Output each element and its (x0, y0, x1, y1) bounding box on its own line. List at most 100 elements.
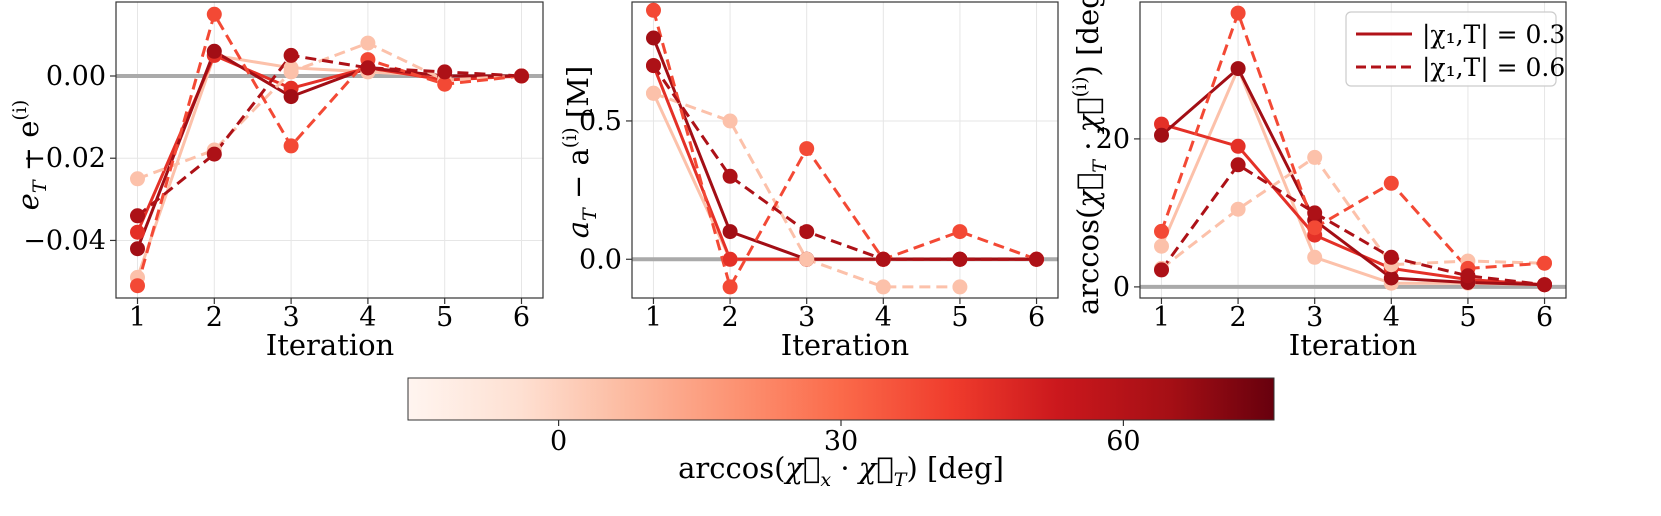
colorbar-label: arccos(χ⃗x · χ⃗T) [deg] (678, 451, 1004, 491)
data-point (1230, 61, 1246, 77)
x-tick-label: 1 (129, 302, 146, 333)
x-tick-label: 1 (645, 302, 662, 333)
data-point (1154, 223, 1169, 239)
panel-spin-angle-xlabel: Iteration (1289, 328, 1418, 362)
panel-eccentricity: 1 2 3 4 5 6 0.00 −0.02 −0.04 (23, 1, 544, 333)
colorbar: 0 30 60 arccos(χ⃗x · χ⃗T) [deg] (407, 377, 1275, 491)
data-point (1230, 157, 1246, 173)
panel-semimajor-axis: 1 2 3 4 5 6 0.0 0.5 (579, 1, 1059, 333)
series-line-solid (1161, 122, 1545, 287)
series-line-dashed (1160, 155, 1545, 270)
x-tick-label: 6 (1028, 302, 1045, 333)
panel-semimajor-axis-ylabel: aT − a(i) [M] (559, 66, 601, 238)
data-point (206, 6, 222, 22)
axes-frame (1139, 1, 1567, 299)
data-point (206, 43, 222, 59)
data-point (1154, 262, 1169, 278)
y-tick-label: −0.02 (23, 143, 106, 174)
series-line-dashed (136, 53, 522, 217)
data-point (1307, 205, 1323, 221)
data-point (283, 89, 299, 105)
data-point (1383, 249, 1399, 265)
data-point (1307, 220, 1323, 236)
panel-eccentricity-xlabel: Iteration (266, 328, 395, 362)
data-point (360, 35, 376, 51)
colorbar-gradient (407, 377, 1275, 421)
data-point (1460, 268, 1476, 284)
series-line-dashed (1160, 11, 1545, 270)
data-point (722, 279, 738, 295)
data-point (952, 279, 968, 295)
data-point (722, 168, 738, 184)
data-point (1383, 175, 1399, 191)
colorbar-tick-label: 0 (550, 426, 567, 457)
data-point (875, 279, 891, 295)
data-point (799, 141, 815, 157)
plot-area (632, 2, 1058, 298)
data-point (283, 47, 299, 63)
data-point (130, 224, 145, 240)
x-tick-label: 6 (513, 302, 530, 333)
data-point (722, 113, 738, 129)
data-point (1154, 116, 1169, 132)
x-tick-label: 3 (283, 302, 300, 333)
panel-spin-angle-ylabel: arccos(χ⃗T · χ⃗(i)) [deg] (1069, 0, 1111, 315)
series-line-solid (1160, 67, 1545, 287)
colorbar-ticks: 0 30 60 (550, 420, 1141, 457)
y-tick-label: −0.04 (23, 225, 106, 256)
colorbar-tick-label: 30 (824, 426, 858, 457)
series-line-dashed (1160, 163, 1545, 287)
data-point (1537, 255, 1552, 271)
data-point (1307, 249, 1323, 265)
x-tick-label: 1 (1153, 302, 1170, 333)
series-line-dashed (136, 41, 522, 181)
legend-box (1345, 11, 1557, 87)
data-point (514, 68, 529, 84)
data-point (1383, 270, 1399, 286)
data-point (722, 224, 738, 240)
legend: |χ₁,T| = 0.3 |χ₁,T| = 0.6 (1345, 11, 1565, 87)
data-point (952, 251, 968, 267)
y-tick-label: 0 (1113, 272, 1130, 303)
x-tick-label: 4 (359, 302, 376, 333)
panel-semimajor-axis-xlabel: Iteration (781, 328, 910, 362)
data-point (799, 224, 815, 240)
data-point (1307, 149, 1323, 165)
x-tick-label: 2 (721, 302, 738, 333)
series-line-dashed (652, 64, 1037, 261)
x-tick-label: 4 (875, 302, 892, 333)
data-point (875, 251, 891, 267)
axes-frame (631, 1, 1059, 299)
data-point (952, 224, 968, 240)
x-tick-label: 5 (436, 302, 453, 333)
data-point (722, 251, 738, 267)
data-point (1154, 127, 1169, 143)
data-point (130, 241, 145, 257)
panel-eccentricity-ylabel: eT − e(i) (9, 100, 51, 211)
data-point (130, 171, 145, 187)
data-point (283, 64, 299, 80)
data-point (283, 138, 299, 154)
data-point (646, 58, 661, 74)
y-tick-label: 0.00 (46, 61, 106, 92)
data-point (646, 30, 661, 46)
x-tick-label: 5 (951, 302, 968, 333)
data-point (130, 208, 145, 224)
x-tick-label: 5 (1459, 302, 1476, 333)
x-tick-label: 4 (1383, 302, 1400, 333)
x-tick-label: 6 (1536, 302, 1553, 333)
data-point (1230, 138, 1246, 154)
data-point (130, 278, 145, 294)
plot-area (116, 2, 543, 298)
colorbar-tick-label: 60 (1106, 426, 1140, 457)
axes-frame (115, 1, 544, 299)
x-tick-label: 3 (798, 302, 815, 333)
legend-solid-label: |χ₁,T| = 0.3 (1422, 20, 1565, 50)
x-tick-label: 2 (206, 302, 223, 333)
data-point (1230, 201, 1246, 217)
data-point (437, 64, 453, 80)
data-point (646, 85, 661, 101)
series-line-dashed (652, 9, 1038, 289)
x-tick-label: 2 (1229, 302, 1246, 333)
